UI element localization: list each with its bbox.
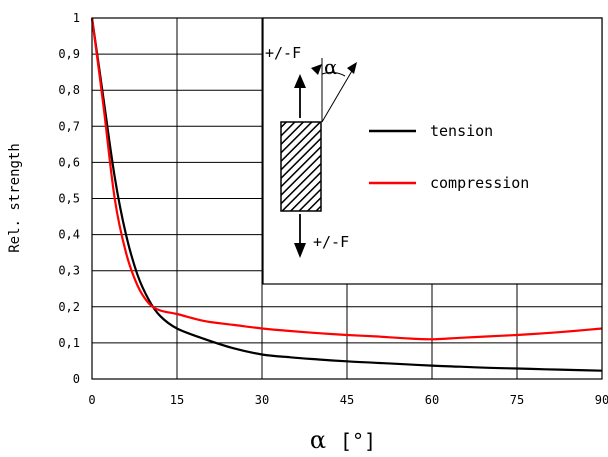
x-axis-label-unit: [°] [340, 429, 376, 453]
y-tick-label: 0,4 [58, 228, 80, 242]
angle-symbol: α [324, 55, 338, 79]
x-tick-label: 45 [340, 393, 354, 407]
arrow-down-head [294, 243, 306, 258]
y-tick-label: 0,9 [58, 47, 80, 61]
specimen-hatched-block [280, 121, 322, 212]
y-tick-label: 0,6 [58, 155, 80, 169]
x-axis-label-symbol: α [310, 426, 326, 454]
x-tick-labels: 0 15 30 45 60 75 90 [88, 393, 608, 407]
x-tick-label: 90 [595, 393, 608, 407]
y-tick-label: 0,7 [58, 119, 80, 133]
force-label-bottom: +/-F [313, 233, 349, 251]
series-line-compression [90, 17, 603, 341]
series-line-tension [90, 17, 603, 372]
y-tick-label: 0,5 [58, 192, 80, 206]
legend-label-compression: compression [430, 174, 529, 192]
legend-label-tension: tension [430, 122, 493, 140]
series-layer [90, 17, 603, 372]
inset-legend-box: +/-F +/-F α tension compression [262, 17, 603, 285]
y-tick-label: 0,2 [58, 300, 80, 314]
y-tick-label: 0,3 [58, 264, 80, 278]
angle-arc [321, 71, 346, 77]
angle-arrow-head-left [311, 64, 322, 75]
x-tick-label: 30 [255, 393, 269, 407]
force-label-top: +/-F [265, 44, 301, 62]
y-tick-label: 1 [73, 11, 80, 25]
angle-arrow-head-right [347, 62, 357, 74]
arrow-up-head [294, 74, 306, 88]
y-tick-label: 0 [73, 372, 80, 386]
grain-direction-line [321, 63, 357, 123]
y-tick-label: 0,8 [58, 83, 80, 97]
legend: tension compression [369, 122, 529, 192]
x-tick-label: 0 [88, 393, 95, 407]
y-tick-labels: 0 0,1 0,2 0,3 0,4 0,5 0,6 0,7 0,8 0,9 1 [58, 11, 80, 386]
x-tick-label: 15 [170, 393, 184, 407]
y-tick-label: 0,1 [58, 336, 80, 350]
x-tick-label: 75 [510, 393, 524, 407]
x-tick-label: 60 [425, 393, 439, 407]
y-axis-label: Rel. strength [7, 143, 23, 253]
